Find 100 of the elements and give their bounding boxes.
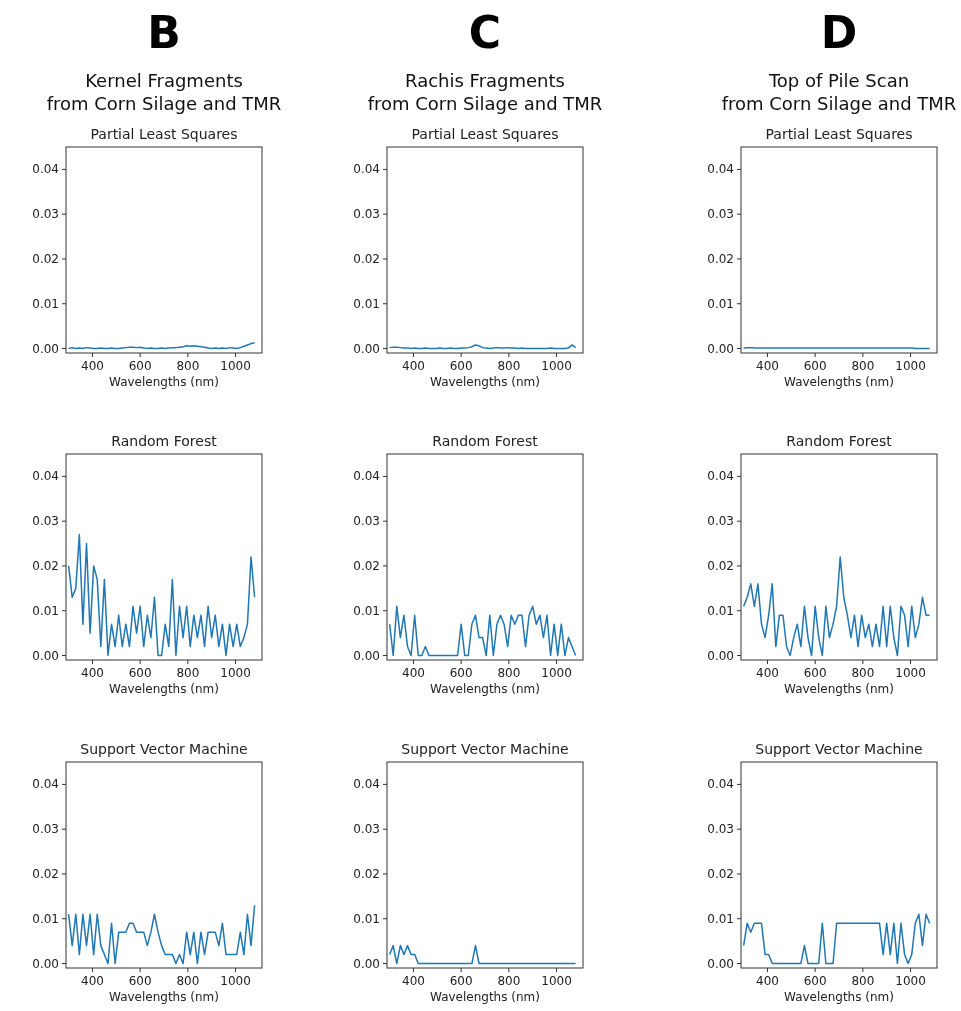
y-tick-label: 0.00: [32, 956, 59, 971]
x-tick-label: 400: [81, 359, 104, 373]
x-tick-label: 600: [449, 974, 473, 988]
x-tick-label: 1000: [220, 359, 251, 373]
x-tick-label: 400: [756, 666, 779, 680]
x-tick-label: 800: [851, 359, 875, 373]
y-tick-label: 0.00: [32, 341, 59, 356]
y-tick-label: 0.02: [32, 558, 59, 573]
y-tick-label: 0.01: [353, 603, 380, 618]
y-tick-label: 0.03: [32, 207, 59, 222]
x-tick-label: 800: [497, 666, 521, 680]
x-axis-title: Wavelengths (nm): [109, 682, 219, 696]
x-tick-label: 600: [803, 974, 827, 988]
x-axis-title: Wavelengths (nm): [784, 682, 894, 696]
x-tick-label: 1000: [541, 359, 572, 373]
y-tick-label: 0.03: [707, 822, 734, 837]
y-tick-label: 0.00: [707, 341, 734, 356]
x-tick-label: 400: [402, 359, 425, 373]
y-tick-label: 0.03: [32, 514, 59, 529]
x-axis-title: Wavelengths (nm): [430, 990, 540, 1004]
y-tick-label: 0.02: [32, 251, 59, 266]
y-tick-label: 0.04: [32, 777, 59, 792]
y-tick-label: 0.02: [32, 866, 59, 881]
text: B: [147, 7, 181, 58]
line-series: [67, 904, 256, 965]
y-tick-label: 0.01: [32, 911, 59, 926]
x-tick-label: 600: [128, 974, 152, 988]
x-axis-title: Wavelengths (nm): [784, 375, 894, 389]
x-tick-label: 1000: [220, 666, 251, 680]
x-tick-label: 800: [851, 974, 875, 988]
y-tick-label: 0.00: [32, 648, 59, 663]
x-tick-label: 1000: [220, 974, 251, 988]
x-tick-label: 400: [81, 974, 104, 988]
chart-title: Random Forest: [432, 433, 539, 449]
x-tick-label: 800: [176, 974, 200, 988]
line-series: [388, 605, 577, 657]
x-tick-label: 600: [449, 359, 473, 373]
y-tick-label: 0.00: [707, 956, 734, 971]
y-tick-label: 0.01: [707, 603, 734, 618]
y-tick-label: 0.01: [707, 296, 734, 311]
y-tick-label: 0.04: [32, 469, 59, 484]
y-tick-label: 0.01: [32, 296, 59, 311]
y-tick-label: 0.04: [353, 162, 380, 177]
y-tick-label: 0.04: [707, 777, 734, 792]
x-tick-label: 800: [497, 974, 521, 988]
y-tick-label: 0.02: [353, 251, 380, 266]
y-tick-label: 0.01: [353, 296, 380, 311]
x-tick-label: 800: [176, 666, 200, 680]
chart-title: Random Forest: [786, 433, 893, 449]
y-tick-label: 0.02: [707, 251, 734, 266]
text: C: [468, 7, 502, 58]
y-tick-label: 0.04: [353, 469, 380, 484]
line-series: [742, 556, 931, 657]
x-tick-label: 600: [803, 666, 827, 680]
chart-subtitle: Partial Least Squares: [411, 126, 559, 142]
y-tick-label: 0.03: [32, 822, 59, 837]
line-series: [67, 533, 256, 657]
y-tick-label: 0.04: [707, 469, 734, 484]
x-tick-label: 1000: [895, 359, 926, 373]
y-tick-label: 0.03: [707, 207, 734, 222]
x-tick-label: 1000: [541, 666, 572, 680]
x-tick-label: 400: [756, 359, 779, 373]
chart-title: Support Vector Machine: [755, 741, 923, 757]
chart-subtitle: Partial Least Squares: [765, 126, 913, 142]
x-axis-title: Wavelengths (nm): [784, 990, 894, 1004]
x-tick-label: 1000: [895, 666, 926, 680]
y-tick-label: 0.04: [32, 162, 59, 177]
y-tick-label: 0.01: [32, 603, 59, 618]
y-tick-label: 0.03: [353, 207, 380, 222]
y-tick-label: 0.03: [353, 822, 380, 837]
x-tick-label: 600: [449, 666, 473, 680]
x-tick-label: 800: [176, 359, 200, 373]
y-tick-label: 0.02: [707, 866, 734, 881]
y-tick-label: 0.00: [353, 648, 380, 663]
x-tick-label: 1000: [895, 974, 926, 988]
x-tick-label: 600: [128, 359, 152, 373]
x-axis-title: Wavelengths (nm): [430, 375, 540, 389]
chart-title: Rachis Fragments from Corn Silage and TMR: [367, 70, 603, 114]
y-tick-label: 0.02: [353, 558, 380, 573]
x-tick-label: 400: [402, 974, 425, 988]
x-tick-label: 400: [81, 666, 104, 680]
chart-title: Random Forest: [111, 433, 218, 449]
x-tick-label: 800: [497, 359, 521, 373]
chart-title: Support Vector Machine: [80, 741, 248, 757]
chart-title: Top of Pile Scan from Corn Silage and TMR: [721, 70, 957, 114]
y-tick-label: 0.01: [353, 911, 380, 926]
y-tick-label: 0.03: [707, 514, 734, 529]
chart-title: Kernel Fragments from Corn Silage and TMR: [46, 70, 282, 114]
chart-title: Support Vector Machine: [401, 741, 569, 757]
y-tick-label: 0.04: [707, 162, 734, 177]
y-tick-label: 0.02: [707, 558, 734, 573]
y-tick-label: 0.02: [353, 866, 380, 881]
x-tick-label: 600: [803, 359, 827, 373]
x-tick-label: 800: [851, 666, 875, 680]
x-axis-title: Wavelengths (nm): [109, 375, 219, 389]
x-axis-title: Wavelengths (nm): [430, 682, 540, 696]
x-axis-title: Wavelengths (nm): [109, 990, 219, 1004]
y-tick-label: 0.00: [707, 648, 734, 663]
y-tick-label: 0.01: [707, 911, 734, 926]
x-tick-label: 1000: [541, 974, 572, 988]
